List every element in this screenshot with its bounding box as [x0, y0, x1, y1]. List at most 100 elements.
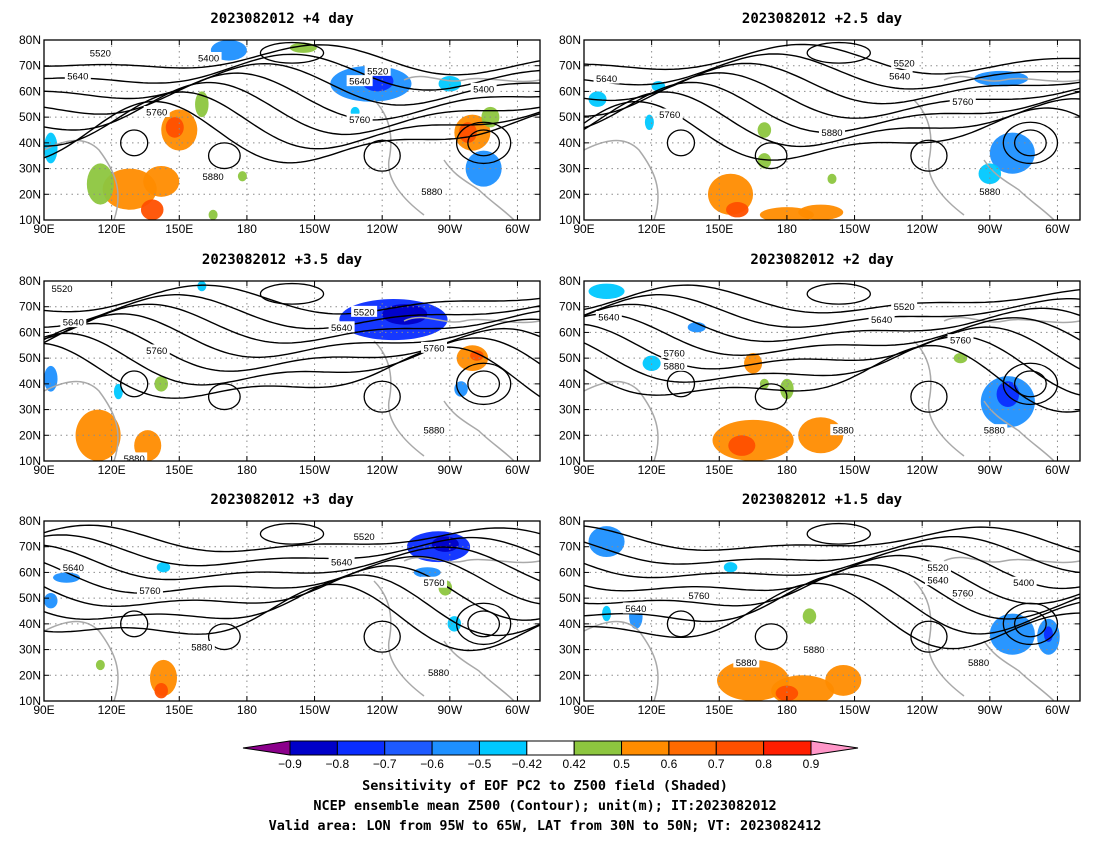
z500-closed-contour — [754, 142, 788, 170]
lat-label: 40N — [559, 377, 581, 391]
contour-label-bg — [1010, 576, 1037, 588]
coastline — [983, 400, 1055, 461]
z500-contour — [584, 545, 1080, 590]
lon-label: 120W — [907, 703, 939, 717]
colorbar-arrow-left — [242, 740, 291, 756]
lon-label: 90E — [573, 222, 594, 236]
lon-label: 150W — [299, 703, 331, 717]
contour-label-bg — [418, 185, 445, 197]
z500-contour — [44, 284, 540, 315]
contour-label: 5760 — [659, 110, 680, 121]
lon-label: 150E — [165, 222, 193, 236]
contour-label-bg — [351, 305, 378, 317]
contour-label: 5880 — [203, 172, 224, 183]
coastline — [443, 159, 515, 220]
coastline — [403, 556, 540, 564]
lon-label: 90W — [437, 703, 462, 717]
lat-label: 80N — [559, 33, 581, 47]
z500-closed-contour — [259, 522, 325, 545]
sensitivity-shading — [154, 683, 168, 699]
contour-label-bg — [949, 95, 976, 107]
lat-label: 10N — [19, 694, 41, 708]
z500-contour — [584, 525, 1080, 553]
sensitivity-shading — [465, 150, 502, 187]
contour-label: 5760 — [349, 115, 370, 126]
sensitivity-shading — [953, 353, 968, 364]
z500-closed-contour — [1013, 370, 1047, 398]
coastline — [403, 75, 540, 83]
contour-label-bg — [425, 666, 452, 678]
contour-label: 5400 — [1013, 578, 1034, 589]
lon-label: 120E — [638, 703, 666, 717]
contour-label-bg — [924, 574, 951, 586]
coastline — [943, 316, 1080, 324]
z500-closed-contour — [1002, 362, 1059, 406]
sensitivity-shading — [140, 199, 164, 220]
map-area: 5520 5640 5640 5760 5760 5880 5880 — [44, 521, 540, 701]
map-background — [44, 281, 540, 461]
lat-label: 10N — [19, 213, 41, 227]
z500-contour — [584, 294, 1080, 328]
sensitivity-shading — [728, 435, 756, 456]
contour-label: 5880 — [968, 658, 989, 669]
sensitivity-shading — [802, 608, 817, 624]
lon-label: 120E — [98, 222, 126, 236]
lat-label: 20N — [19, 428, 41, 442]
contour-label: 5640 — [349, 77, 370, 88]
colorbar-label: −0.6 — [420, 757, 444, 771]
sensitivity-shading — [208, 209, 218, 220]
contour-label: 5520 — [927, 563, 948, 574]
z500-contour — [44, 313, 540, 358]
lat-label: 70N — [559, 300, 581, 314]
sensitivity-shading — [825, 665, 862, 696]
lon-label: 90E — [573, 463, 594, 477]
sensitivity-shading — [726, 202, 749, 218]
contour-label: 5880 — [124, 454, 145, 465]
lat-label: 10N — [19, 454, 41, 468]
lat-label: 50N — [559, 591, 581, 605]
z500-contour — [44, 555, 540, 605]
colorbar-box — [621, 740, 670, 756]
sensitivity-shading — [237, 171, 247, 182]
contour-label: 5880 — [821, 128, 842, 139]
coastline — [373, 340, 425, 457]
caption-line-1: Sensitivity of EOF PC2 to Z500 field (Sh… — [362, 778, 728, 794]
coastline — [373, 99, 425, 216]
sensitivity-shading — [757, 153, 772, 169]
contour-label: 5520 — [354, 307, 375, 318]
coastline — [913, 340, 965, 457]
panel-title: 2023082012 +2 day — [750, 252, 894, 268]
z500-closed-contour — [363, 139, 401, 172]
z500-closed-contour — [910, 139, 948, 172]
panel-title: 2023082012 +3 day — [210, 492, 354, 508]
z500-contour — [44, 583, 540, 652]
lat-label: 70N — [559, 540, 581, 554]
contour-label: 5760 — [423, 343, 444, 354]
sensitivity-shading — [757, 122, 772, 138]
lon-label: 150E — [705, 222, 733, 236]
contour-label: 5880 — [736, 658, 757, 669]
z500-contour — [584, 313, 1080, 357]
z500-closed-contour — [259, 282, 325, 305]
lon-label: 60W — [1045, 703, 1070, 717]
z500-contour — [44, 524, 540, 553]
z500-contour — [584, 323, 1080, 370]
colorbar-arrow-right — [810, 740, 859, 756]
lat-label: 40N — [559, 136, 581, 150]
colorbar-label: 0.5 — [613, 757, 630, 771]
lon-label: 150W — [839, 222, 871, 236]
z500-contour — [44, 574, 540, 637]
z500-closed-contour — [207, 142, 241, 170]
contour-label-bg — [328, 321, 355, 333]
z500-contour — [44, 91, 540, 150]
z500-contour — [44, 534, 540, 567]
map-frame — [583, 39, 1081, 221]
lon-label: 150E — [165, 463, 193, 477]
contour-label-bg — [328, 556, 355, 568]
contour-label-bg — [965, 656, 992, 668]
sensitivity-shading — [974, 70, 1029, 87]
